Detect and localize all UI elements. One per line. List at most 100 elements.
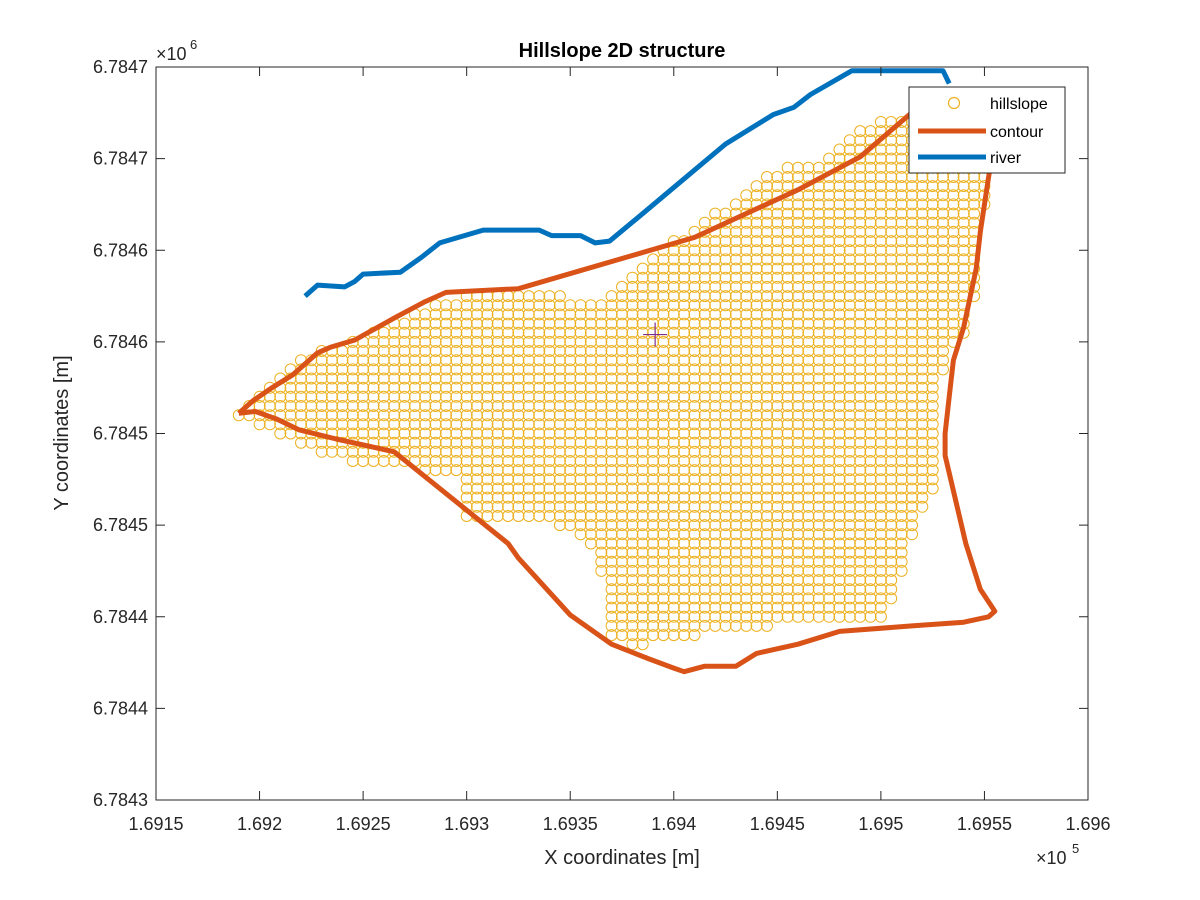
hillslope-point [388, 354, 401, 367]
hillslope-point [719, 601, 732, 614]
hillslope-point [553, 500, 566, 513]
hillslope-point [429, 317, 442, 330]
hillslope-point [802, 491, 815, 504]
hillslope-point [864, 253, 877, 266]
hillslope-point [377, 455, 390, 467]
hillslope-point [937, 244, 949, 257]
hillslope-point [678, 546, 691, 559]
hillslope-point [771, 519, 784, 532]
hillslope-point [864, 482, 877, 495]
hillslope-point [792, 583, 804, 596]
hillslope-point [854, 299, 867, 312]
hillslope-point [647, 546, 660, 559]
hillslope-point [512, 418, 525, 431]
hillslope-point [719, 528, 732, 541]
hillslope-point [802, 537, 815, 550]
hillslope-point [698, 583, 711, 596]
hillslope-point [792, 262, 804, 275]
hillslope-point [761, 610, 773, 623]
hillslope-point [926, 216, 939, 229]
hillslope-point [440, 299, 452, 312]
hillslope-point [729, 400, 742, 412]
hillslope-point [937, 326, 949, 339]
hillslope-point [957, 198, 970, 211]
hillslope-point [688, 363, 701, 376]
hillslope-point [533, 482, 546, 495]
hillslope-point [926, 189, 939, 202]
hillslope-point [657, 455, 670, 467]
hillslope-point [895, 207, 908, 220]
hillslope-point [429, 326, 442, 339]
hillslope-point [698, 436, 711, 449]
hillslope-point [543, 409, 556, 422]
hillslope-point [636, 564, 649, 577]
hillslope-point [843, 299, 856, 312]
hillslope-point [874, 500, 887, 513]
hillslope-point [750, 464, 763, 477]
hillslope-point [854, 308, 867, 321]
hillslope-point [833, 436, 846, 449]
hillslope-point [688, 455, 701, 467]
hillslope-point [854, 235, 867, 248]
hillslope-point [906, 262, 918, 275]
hillslope-point [481, 317, 494, 330]
hillslope-point [719, 519, 732, 532]
hillslope-point [906, 345, 918, 357]
hillslope-point [895, 482, 908, 495]
hillslope-point [802, 418, 815, 431]
hillslope-point [533, 445, 546, 458]
hillslope-point [750, 418, 763, 431]
hillslope-point [408, 372, 421, 385]
hillslope-point [885, 583, 898, 596]
hillslope-point [937, 198, 949, 211]
hillslope-point [771, 546, 784, 559]
hillslope-point [895, 455, 908, 467]
hillslope-point [864, 583, 877, 596]
hillslope-point [667, 262, 680, 275]
hillslope-point [833, 189, 846, 202]
hillslope-point [574, 390, 587, 403]
hillslope-point [636, 427, 649, 440]
hillslope-point [595, 564, 608, 577]
hillslope-point [823, 354, 836, 367]
hillslope-point [916, 491, 929, 504]
hillslope-point [605, 500, 618, 513]
hillslope-point [843, 244, 856, 257]
hillslope-point [657, 335, 670, 348]
hillslope-point [657, 326, 670, 339]
hillslope-point [512, 473, 525, 486]
hillslope-point [533, 427, 546, 440]
hillslope-point [729, 253, 742, 266]
hillslope-point [326, 409, 338, 422]
hillslope-point [388, 409, 401, 422]
hillslope-point [781, 464, 794, 477]
hillslope-point [626, 308, 639, 321]
hillslope-point [740, 317, 753, 330]
hillslope-point [709, 610, 722, 623]
hillslope-point [595, 537, 608, 550]
hillslope-point [522, 491, 535, 504]
hillslope-point [688, 537, 701, 550]
hillslope-point [491, 500, 504, 513]
hillslope-point [812, 610, 825, 623]
hillslope-point [346, 381, 359, 394]
hillslope-point [367, 363, 380, 376]
hillslope-point [284, 409, 297, 422]
hillslope-point [678, 345, 691, 357]
hillslope-point [574, 335, 587, 348]
hillslope-point [471, 345, 483, 357]
hillslope-point [937, 280, 949, 293]
hillslope-point [616, 491, 628, 504]
hillslope-point [792, 299, 804, 312]
hillslope-point [802, 290, 815, 303]
hillslope-point [502, 436, 515, 449]
hillslope-point [947, 271, 960, 284]
hillslope-point [864, 491, 877, 504]
hillslope-point [947, 253, 960, 266]
hillslope-point [750, 445, 763, 458]
hillslope-point [595, 455, 608, 467]
hillslope-point [885, 592, 898, 605]
hillslope-point [812, 216, 825, 229]
hillslope-point [719, 473, 732, 486]
hillslope-point [471, 464, 483, 477]
